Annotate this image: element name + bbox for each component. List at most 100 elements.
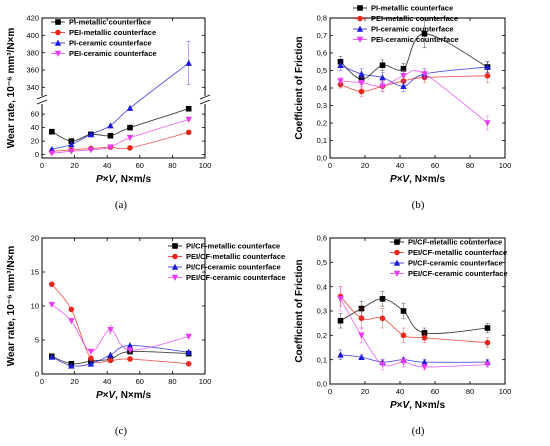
series-line	[51, 119, 189, 154]
data-point	[87, 360, 95, 367]
y-tick-label: 0,2	[317, 331, 327, 340]
data-point	[107, 144, 114, 151]
data-point	[87, 348, 95, 355]
data-point	[127, 356, 133, 362]
series-line	[51, 62, 189, 150]
panel-caption: (b)	[412, 199, 425, 211]
x-tick-label: 40	[103, 377, 111, 386]
legend-marker	[172, 243, 178, 249]
data-point	[358, 353, 365, 361]
legend-marker	[394, 249, 400, 256]
y-tick-label: 360	[26, 66, 39, 75]
chart-panel-1: 0 20 40 60 80 100 0 20 40 60 340 360 380 400 420 PI-met…	[6, 14, 211, 211]
data-point	[185, 116, 192, 123]
x-tick-label: 40	[396, 387, 404, 396]
series-4	[337, 286, 491, 371]
y-tick-label: 0,5	[317, 66, 327, 75]
y-axis-label: Wear rate, 10⁻⁶ mm³/N×m	[6, 28, 17, 149]
y-tick-label: 0,3	[317, 101, 327, 110]
legend: PI/CF-metallic counterfacePEI/CF-metalli…	[390, 238, 508, 278]
data-point	[48, 281, 55, 288]
data-point	[185, 105, 192, 112]
chart-panel-3: 0 20 40 60 80 100 0 5 10 15 20 PI/CF-metallic count…	[6, 234, 286, 437]
data-point	[68, 306, 75, 313]
data-point	[48, 150, 55, 157]
data-point	[484, 72, 491, 79]
x-tick-label: 20	[70, 377, 78, 386]
data-point	[484, 339, 491, 346]
axis-break-mark	[199, 99, 211, 105]
legend-label: PEI/CF-ceramic counterface	[408, 269, 508, 278]
data-point	[337, 78, 344, 85]
series-4	[337, 68, 491, 131]
legend-label: PI-ceramic counterface	[69, 39, 152, 48]
data-point	[421, 30, 428, 37]
x-tick-label: 20	[70, 161, 78, 170]
data-point	[107, 357, 114, 364]
data-point	[185, 129, 192, 136]
x-tick-label: 80	[466, 161, 474, 170]
y-axis-label: Coefficient of Friction	[294, 259, 305, 362]
y-tick-label: 0,7	[317, 31, 327, 40]
series-1	[48, 348, 192, 367]
y-tick-label: 0	[35, 150, 39, 159]
series-2	[337, 286, 491, 348]
legend-marker	[54, 39, 62, 46]
data-point	[337, 317, 344, 324]
legend-marker	[54, 50, 62, 57]
y-axis-label: Wear rate, 10⁻⁶ mm³/N×m	[6, 246, 17, 367]
series-3	[337, 349, 491, 365]
legend-marker	[393, 259, 401, 266]
data-point	[107, 351, 114, 358]
plot-frame	[41, 17, 206, 159]
legend-marker	[393, 270, 401, 277]
data-point	[185, 361, 192, 367]
y-tick-label: 340	[26, 83, 39, 92]
y-tick-label: 0,3	[317, 307, 327, 316]
data-point	[400, 82, 407, 90]
legend-marker	[55, 29, 61, 36]
y-tick-label: 20	[31, 234, 39, 243]
series-line	[340, 354, 488, 363]
data-point	[185, 333, 192, 340]
panel-caption: (a)	[115, 199, 128, 211]
series-line	[51, 108, 189, 142]
legend-label: PEI-ceramic counterface	[69, 49, 157, 58]
data-point	[379, 315, 386, 322]
data-point	[48, 145, 55, 153]
x-tick-label: 60	[431, 387, 439, 396]
data-point	[48, 128, 55, 135]
data-point	[379, 361, 386, 368]
axis-break-mark	[199, 94, 211, 100]
x-tick-label: 80	[168, 377, 176, 386]
series-4	[48, 116, 192, 157]
y-tick-label: 40	[31, 123, 39, 132]
data-point	[126, 347, 134, 354]
chart-panel-2: 0 20 40 60 80 100 0,0 0,1 0,2 0,3 0,4 0,5 0,6 0,7 0,8 P…	[294, 4, 511, 211]
data-point	[185, 59, 192, 66]
x-tick-label: 60	[431, 161, 439, 170]
axis-break-mark	[36, 99, 48, 105]
legend-marker	[394, 239, 400, 245]
data-point	[88, 355, 94, 362]
legend-label: PEI/CF-metallic counterface	[408, 248, 507, 257]
legend-label: PEI-metallic counterface	[69, 28, 156, 37]
data-point	[358, 88, 365, 95]
data-point	[358, 315, 365, 322]
legend-marker	[357, 5, 363, 11]
legend-marker	[357, 15, 363, 22]
data-point	[400, 65, 407, 72]
data-point	[337, 61, 344, 69]
y-tick-label: 0,1	[317, 355, 327, 364]
legend-label: PI-ceramic counterface	[371, 25, 454, 34]
axis-break-gap	[201, 96, 209, 104]
x-tick-label: 0	[40, 161, 44, 170]
axis-break-gap	[38, 96, 46, 104]
y-tick-label: 420	[26, 14, 39, 23]
legend-marker	[171, 263, 179, 270]
x-tick-label: 20	[361, 387, 369, 396]
y-tick-label: 5	[35, 336, 39, 345]
legend-marker	[55, 19, 61, 25]
data-point	[358, 70, 365, 77]
